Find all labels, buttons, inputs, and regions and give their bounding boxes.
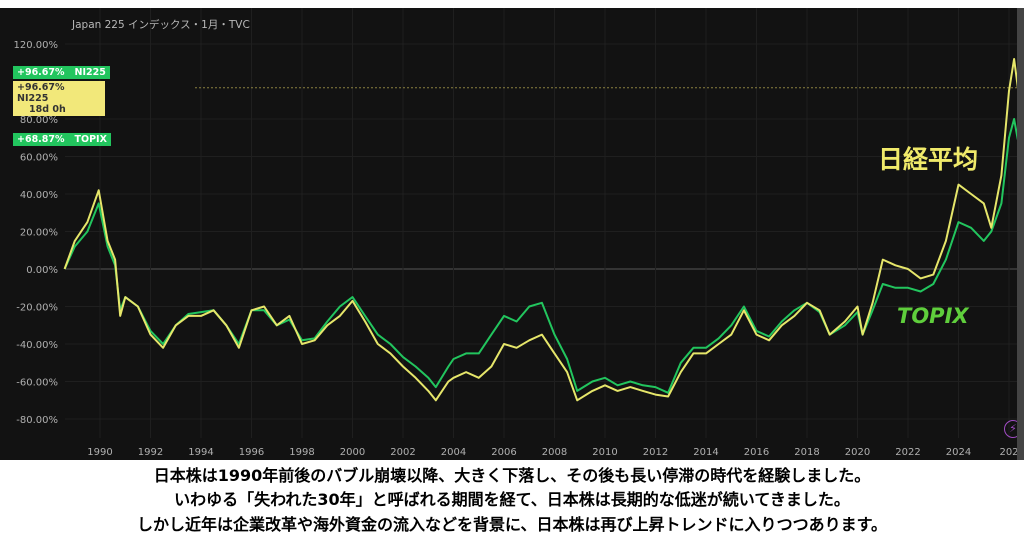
y-tick-label: 0.00% bbox=[26, 265, 58, 276]
y-tick-label: -80.00% bbox=[16, 415, 58, 426]
y-tick-label: 40.00% bbox=[20, 190, 58, 201]
y-tick-label: -40.00% bbox=[16, 340, 58, 351]
chart-panel[interactable]: 120.00% 80.00% 60.00% 40.00% 20.00% 0.00% -20.… bbox=[0, 8, 1024, 460]
y-tick-label: 80.00% bbox=[20, 115, 58, 126]
ni225-badge-name: NI225 bbox=[74, 67, 106, 78]
x-tick-label: 2012 bbox=[643, 447, 668, 458]
x-tick-label: 2002 bbox=[390, 447, 415, 458]
chart-title: Japan 225 インデックス・1月・TVC bbox=[72, 19, 250, 31]
crosshair-badge-value: +96.67% bbox=[17, 82, 65, 93]
x-tick-label: 2020 bbox=[845, 447, 870, 458]
x-tick-label: 2008 bbox=[542, 447, 567, 458]
x-tick-label: 2000 bbox=[340, 447, 365, 458]
crosshair-badge-name: NI225 bbox=[17, 93, 49, 104]
crosshair-badge: +96.67% NI225 18d 0h bbox=[13, 81, 105, 116]
nikkei-annotation: 日経平均 bbox=[878, 145, 979, 174]
caption-line-1: 日本株は1990年前後のバブル崩壊以降、大きく下落し、その後も長い停滞の時代を経… bbox=[153, 466, 871, 485]
topix-price-badge: +68.87% TOPIX bbox=[13, 133, 111, 146]
y-tick-label: -20.00% bbox=[16, 303, 58, 314]
x-tick-label: 2022 bbox=[895, 447, 920, 458]
crosshair-badge-time: 18d 0h bbox=[29, 104, 66, 115]
x-tick-label: 1994 bbox=[188, 447, 213, 458]
x-tick-label: 202 bbox=[999, 447, 1018, 458]
x-tick-label: 2024 bbox=[946, 447, 971, 458]
caption-line-3: しかし近年は企業改革や海外資金の流入などを背景に、日本株は再び上昇トレンドに入り… bbox=[136, 515, 888, 534]
y-tick-label: 120.00% bbox=[14, 40, 59, 51]
x-tick-label: 1996 bbox=[239, 447, 264, 458]
y-tick-label: 20.00% bbox=[20, 228, 58, 239]
chart-plot[interactable]: 120.00% 80.00% 60.00% 40.00% 20.00% 0.00% -20.… bbox=[0, 8, 1024, 460]
y-tick-label: -60.00% bbox=[16, 378, 58, 389]
topix-annotation: TOPIX bbox=[897, 304, 969, 328]
x-tick-label: 2014 bbox=[693, 447, 718, 458]
y-tick-label: 60.00% bbox=[20, 153, 58, 164]
x-tick-label: 1990 bbox=[87, 447, 112, 458]
series-line-topix bbox=[63, 118, 1019, 394]
x-tick-label: 2006 bbox=[491, 447, 516, 458]
x-tick-label: 2004 bbox=[441, 447, 466, 458]
x-tick-label: 1992 bbox=[138, 447, 163, 458]
topix-badge-value: +68.87% bbox=[17, 134, 65, 145]
series-line-nikkei bbox=[63, 58, 1019, 402]
x-tick-label: 1998 bbox=[289, 447, 314, 458]
topix-badge-name: TOPIX bbox=[74, 134, 107, 145]
ni225-price-badge: +96.67% NI225 bbox=[13, 66, 110, 79]
x-tick-label: 2016 bbox=[744, 447, 769, 458]
price-scale-scrollbar[interactable] bbox=[1017, 8, 1024, 460]
x-tick-label: 2018 bbox=[794, 447, 819, 458]
ni225-badge-value: +96.67% bbox=[17, 67, 65, 78]
caption-line-2: いわゆる「失われた30年」と呼ばれる期間を経て、日本株は長期的な低迷が続いてきま… bbox=[174, 490, 850, 509]
x-tick-label: 2010 bbox=[592, 447, 617, 458]
